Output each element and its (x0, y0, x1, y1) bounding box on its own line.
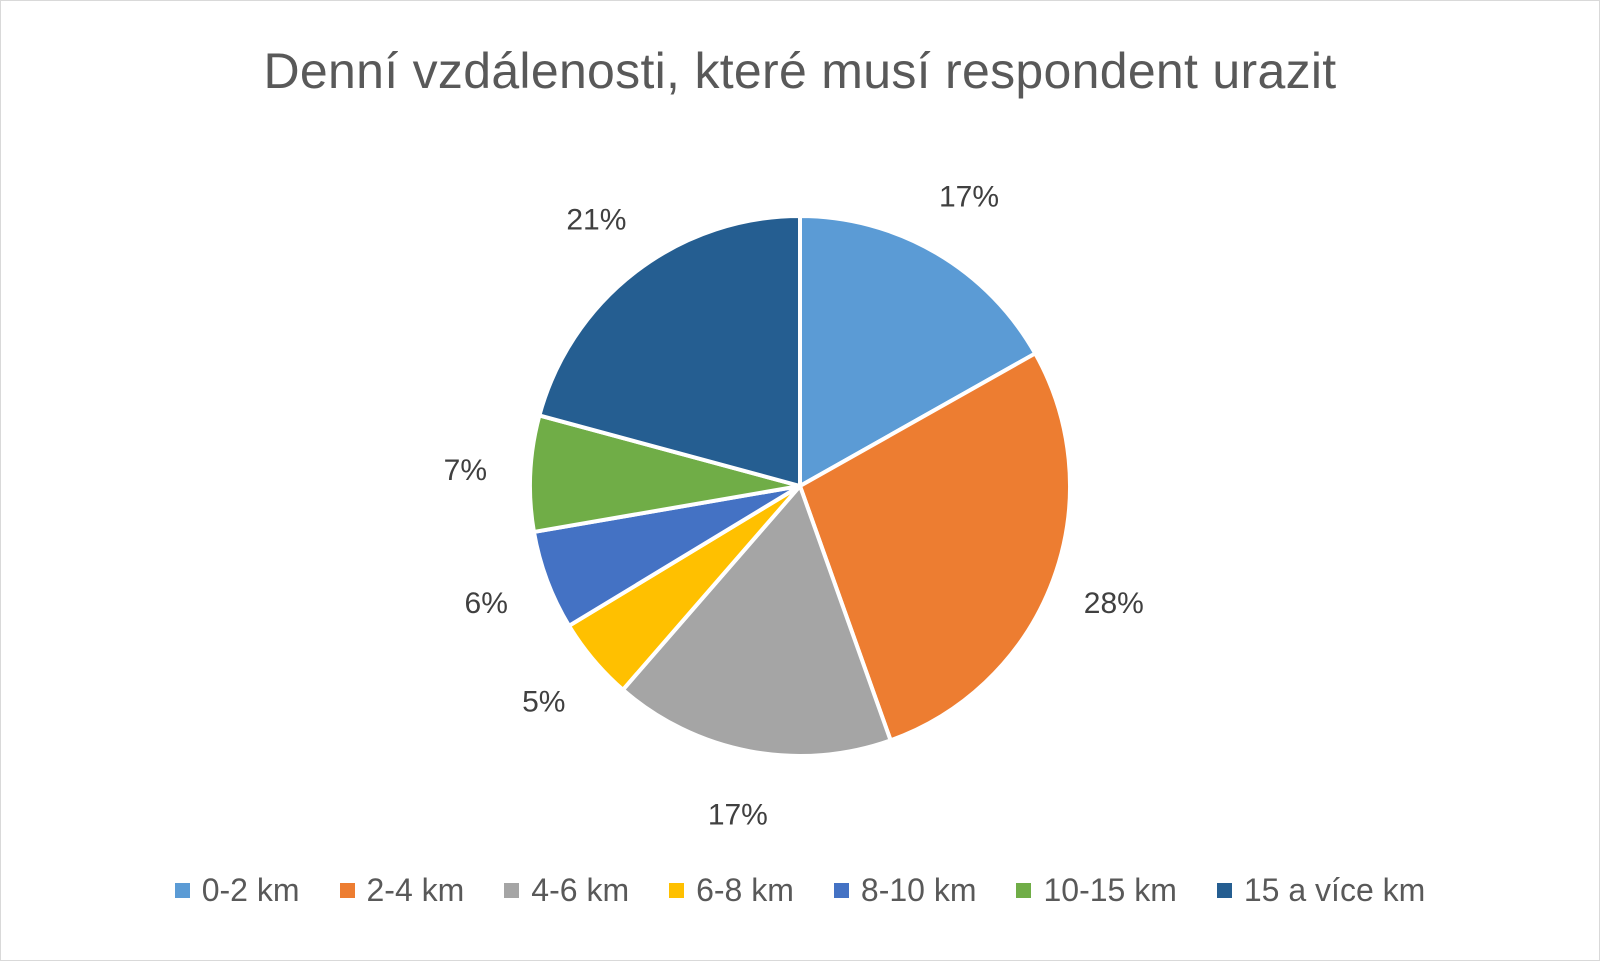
pie-slice-10-15-km (528, 413, 802, 534)
legend-item: 0-2 km (174, 872, 300, 909)
legend-label: 15 a více km (1243, 872, 1426, 908)
legend-item: 15 a více km (1216, 872, 1426, 909)
pie-slice-2-4-km (798, 351, 1072, 743)
data-label: 7% (444, 454, 487, 487)
legend-swatch (833, 883, 849, 898)
legend-label: 10-15 km (1043, 872, 1177, 908)
legend-label: 6-8 km (696, 872, 794, 908)
legend-swatch (669, 883, 685, 898)
data-label: 21% (566, 203, 626, 236)
legend-label: 4-6 km (531, 872, 630, 908)
legend-label: 2-4 km (366, 872, 465, 908)
legend-label: 0-2 km (201, 872, 300, 908)
legend-swatch (1016, 883, 1032, 898)
data-label: 6% (465, 587, 508, 620)
pie-slice-0-2-km (798, 214, 1038, 488)
legend-item: 2-4 km (339, 872, 465, 909)
legend-item: 10-15 km (1016, 872, 1177, 909)
legend-item: 6-8 km (669, 872, 794, 909)
legend-item: 4-6 km (504, 872, 629, 909)
legend-item: 8-10 km (833, 872, 977, 909)
legend: 0-2 km 2-4 km 4-6 km 6-8 km 8-10 km 10-15 km 1… (0, 872, 1600, 909)
legend-swatch (339, 883, 355, 898)
data-label: 17% (939, 180, 999, 213)
chart-title: Denní vzdálenosti, které musí respondent… (263, 43, 1337, 99)
legend-swatch (174, 883, 190, 898)
legend-swatch (504, 883, 520, 898)
data-label: 17% (708, 799, 768, 832)
data-label: 28% (1084, 587, 1144, 620)
data-label: 5% (522, 685, 565, 718)
pie-slice-15-a-více-km (537, 214, 802, 488)
legend-label: 8-10 km (860, 872, 977, 908)
legend-swatch (1216, 883, 1232, 898)
pie-slice-4-6-km (620, 484, 893, 758)
